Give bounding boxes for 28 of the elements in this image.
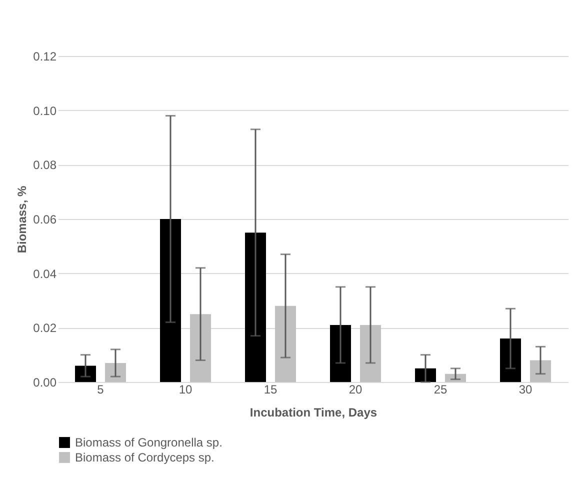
bar [415,368,436,382]
bar [160,219,181,382]
bar [105,362,126,382]
y-tick-label: 0.10 [33,104,57,118]
x-tick-label: 10 [178,382,192,396]
y-tick-label: 0.00 [33,376,57,390]
bar [360,324,381,382]
y-tick-label: 0.12 [33,50,57,64]
y-tick-label: 0.06 [33,212,57,226]
x-tick-label: 30 [518,382,532,396]
y-tick-label: 0.08 [33,158,57,172]
legend-label: Biomass of Cordyceps sp. [75,450,214,464]
y-tick-label: 0.02 [33,321,57,336]
x-tick-label: 20 [348,382,362,396]
legend-label: Biomass of Gongronella sp. [75,436,222,450]
bar [190,314,211,382]
bar [500,338,521,382]
bar [530,360,551,382]
x-tick-label: 25 [434,382,448,396]
x-axis-title: Incubation Time, Days [250,406,378,420]
bar [75,366,96,382]
x-tick-label: 15 [264,382,278,396]
bar [330,324,351,382]
y-tick-label: 0.04 [33,266,57,281]
y-axis-title: Biomass, % [15,185,30,254]
bar [275,306,296,382]
x-tick-label: 5 [97,382,104,396]
bar [245,232,266,382]
